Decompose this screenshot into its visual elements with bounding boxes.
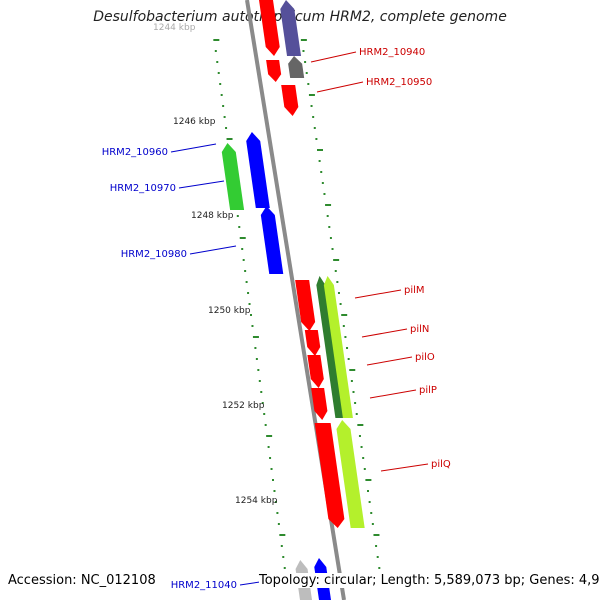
- scale-label: 1252 kbp: [222, 401, 265, 411]
- gene-pilP-a: [307, 355, 324, 388]
- gene-label[interactable]: HRM2_11040: [171, 580, 237, 591]
- scale-label: 1246 kbp: [173, 117, 216, 127]
- gene-label[interactable]: pilQ: [431, 459, 451, 470]
- gene-HRM2_10980: [260, 206, 284, 274]
- gene-pilN-strand: [316, 276, 345, 418]
- gene-features[interactable]: [221, 0, 365, 600]
- gene-label-leader: [354, 289, 402, 299]
- gene-red-arrow: [281, 85, 299, 116]
- genome-summary: Topology: circular; Length: 5,589,073 bp…: [259, 573, 600, 588]
- gene-label-leader: [310, 51, 357, 63]
- gene-label-leader: [366, 356, 413, 366]
- gene-pilP: [311, 388, 328, 420]
- accession-label: Accession: NC_012108: [8, 573, 156, 588]
- gene-HRM2_10970: [221, 143, 245, 210]
- tick-marks: [213, 39, 382, 580]
- gene-label[interactable]: HRM2_10970: [110, 183, 176, 194]
- map-title: Desulfobacterium autotrophicum HRM2, com…: [93, 9, 507, 25]
- gene-pilQ: [314, 423, 345, 528]
- gene-label[interactable]: HRM2_10950: [366, 77, 432, 88]
- gene-label-leader: [178, 180, 225, 189]
- scale-label: 1248 kbp: [191, 211, 234, 221]
- scale-labels: 1244 kbp 1246 kbp 1248 kbp 1250 kbp 1252 kbp…: [153, 23, 278, 506]
- gene-pilN: [323, 276, 353, 418]
- gene-label-leader: [170, 143, 217, 153]
- gene-label-leader: [369, 389, 417, 399]
- gene-label-leader: [361, 328, 408, 338]
- gene-label-leader: [189, 245, 237, 255]
- gene-pilO: [304, 330, 321, 356]
- gene-pilM: [295, 280, 316, 331]
- gene-pilQ-outer: [336, 420, 365, 528]
- gene-labels[interactable]: HRM2_10940 HRM2_10950 HRM2_10960 HRM2_10970…: [102, 47, 451, 591]
- gene-HRM2_10960: [246, 132, 270, 208]
- gene-label[interactable]: HRM2_10940: [359, 47, 425, 58]
- scale-label: 1254 kbp: [235, 496, 278, 506]
- gene-label-leader: [380, 463, 429, 472]
- gene-label[interactable]: pilP: [419, 385, 437, 396]
- gene-HRM2_10930: [259, 0, 280, 56]
- gene-red-small: [266, 60, 282, 82]
- gene-label[interactable]: pilN: [410, 324, 429, 335]
- gene-label[interactable]: pilM: [404, 285, 425, 296]
- scale-label: 1244 kbp: [153, 23, 196, 33]
- genome-summary-text: Topology: circular; Length: 5,589,073 bp…: [259, 573, 600, 588]
- gene-HRM2_10950: [288, 56, 305, 78]
- gene-HRM2_10940: [280, 0, 302, 56]
- gene-label-leader: [316, 81, 364, 93]
- gene-label[interactable]: pilO: [415, 352, 435, 363]
- gene-label[interactable]: HRM2_10980: [121, 249, 187, 260]
- gene-label[interactable]: HRM2_10960: [102, 147, 168, 158]
- scale-label: 1250 kbp: [208, 306, 251, 316]
